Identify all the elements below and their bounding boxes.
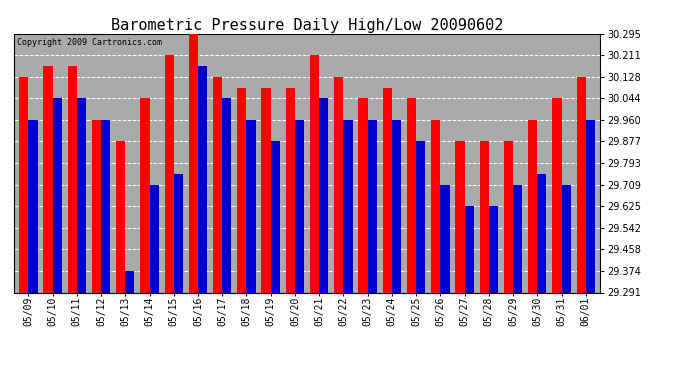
Bar (222, 99, 231, 292)
Bar (552, 99, 562, 292)
Bar (126, 271, 135, 292)
Bar (150, 185, 159, 292)
Bar (92, 120, 101, 292)
Bar (319, 99, 328, 292)
Bar (140, 99, 150, 292)
Title: Barometric Pressure Daily High/Low 20090602: Barometric Pressure Daily High/Low 20090… (111, 18, 503, 33)
Bar (392, 120, 401, 292)
Bar (407, 99, 416, 292)
Bar (28, 120, 37, 292)
Bar (262, 88, 270, 292)
Bar (358, 99, 368, 292)
Text: Copyright 2009 Cartronics.com: Copyright 2009 Cartronics.com (17, 38, 161, 46)
Bar (383, 88, 392, 292)
Bar (68, 66, 77, 292)
Bar (504, 141, 513, 292)
Bar (513, 185, 522, 292)
Bar (286, 88, 295, 292)
Bar (213, 77, 222, 292)
Bar (464, 206, 474, 292)
Bar (440, 185, 450, 292)
Bar (237, 88, 246, 292)
Bar (43, 66, 52, 292)
Bar (368, 120, 377, 292)
Bar (416, 141, 425, 292)
Bar (489, 206, 498, 292)
Bar (52, 99, 62, 292)
Bar (116, 141, 126, 292)
Bar (164, 56, 174, 292)
Bar (198, 66, 207, 292)
Bar (431, 120, 440, 292)
Bar (77, 99, 86, 292)
Bar (270, 141, 280, 292)
Bar (538, 174, 546, 292)
Bar (577, 77, 586, 292)
Bar (344, 120, 353, 292)
Bar (528, 120, 538, 292)
Bar (101, 120, 110, 292)
Bar (295, 120, 304, 292)
Bar (189, 34, 198, 292)
Bar (480, 141, 489, 292)
Bar (310, 56, 319, 292)
Bar (19, 77, 28, 292)
Bar (246, 120, 256, 292)
Bar (174, 174, 183, 292)
Bar (455, 141, 464, 292)
Bar (586, 120, 595, 292)
Bar (334, 77, 344, 292)
Bar (562, 185, 571, 292)
